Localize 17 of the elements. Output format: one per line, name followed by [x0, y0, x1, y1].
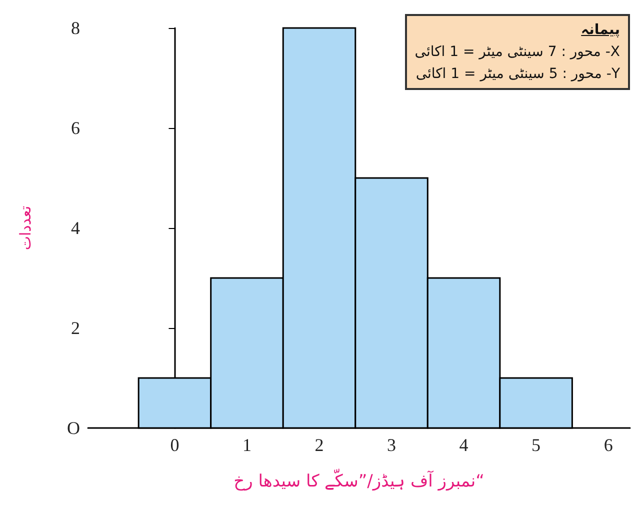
x-tick-label: 3 [387, 435, 396, 455]
annotation: Y- محور : 5 سینٹی میٹر = 1 اکائی [414, 65, 620, 84]
x-tick-label: 6 [604, 435, 613, 455]
y-tick-label: 4 [71, 218, 80, 238]
y-tick-label: 6 [71, 118, 80, 138]
x-tick-label: 2 [314, 435, 324, 455]
y-tick-label: 8 [71, 18, 80, 38]
x-tick-label: 0 [170, 435, 180, 455]
y-tick-label: O [67, 418, 80, 438]
x-tick-label: 5 [532, 435, 541, 455]
x-tick-label: 4 [459, 435, 468, 455]
x-axis-title: نمبرز آف ہیڈز/”سکّے کا سیدھا رخ“ [234, 468, 484, 492]
annotation: پیمانہ [580, 21, 620, 40]
y-tick-label: 2 [71, 318, 80, 338]
x-tick-label: 1 [242, 435, 252, 455]
y-axis-title: تعددات [16, 206, 34, 250]
annotation: X- محور : 7 سینٹی میٹر = 1 اکائی [414, 43, 620, 62]
